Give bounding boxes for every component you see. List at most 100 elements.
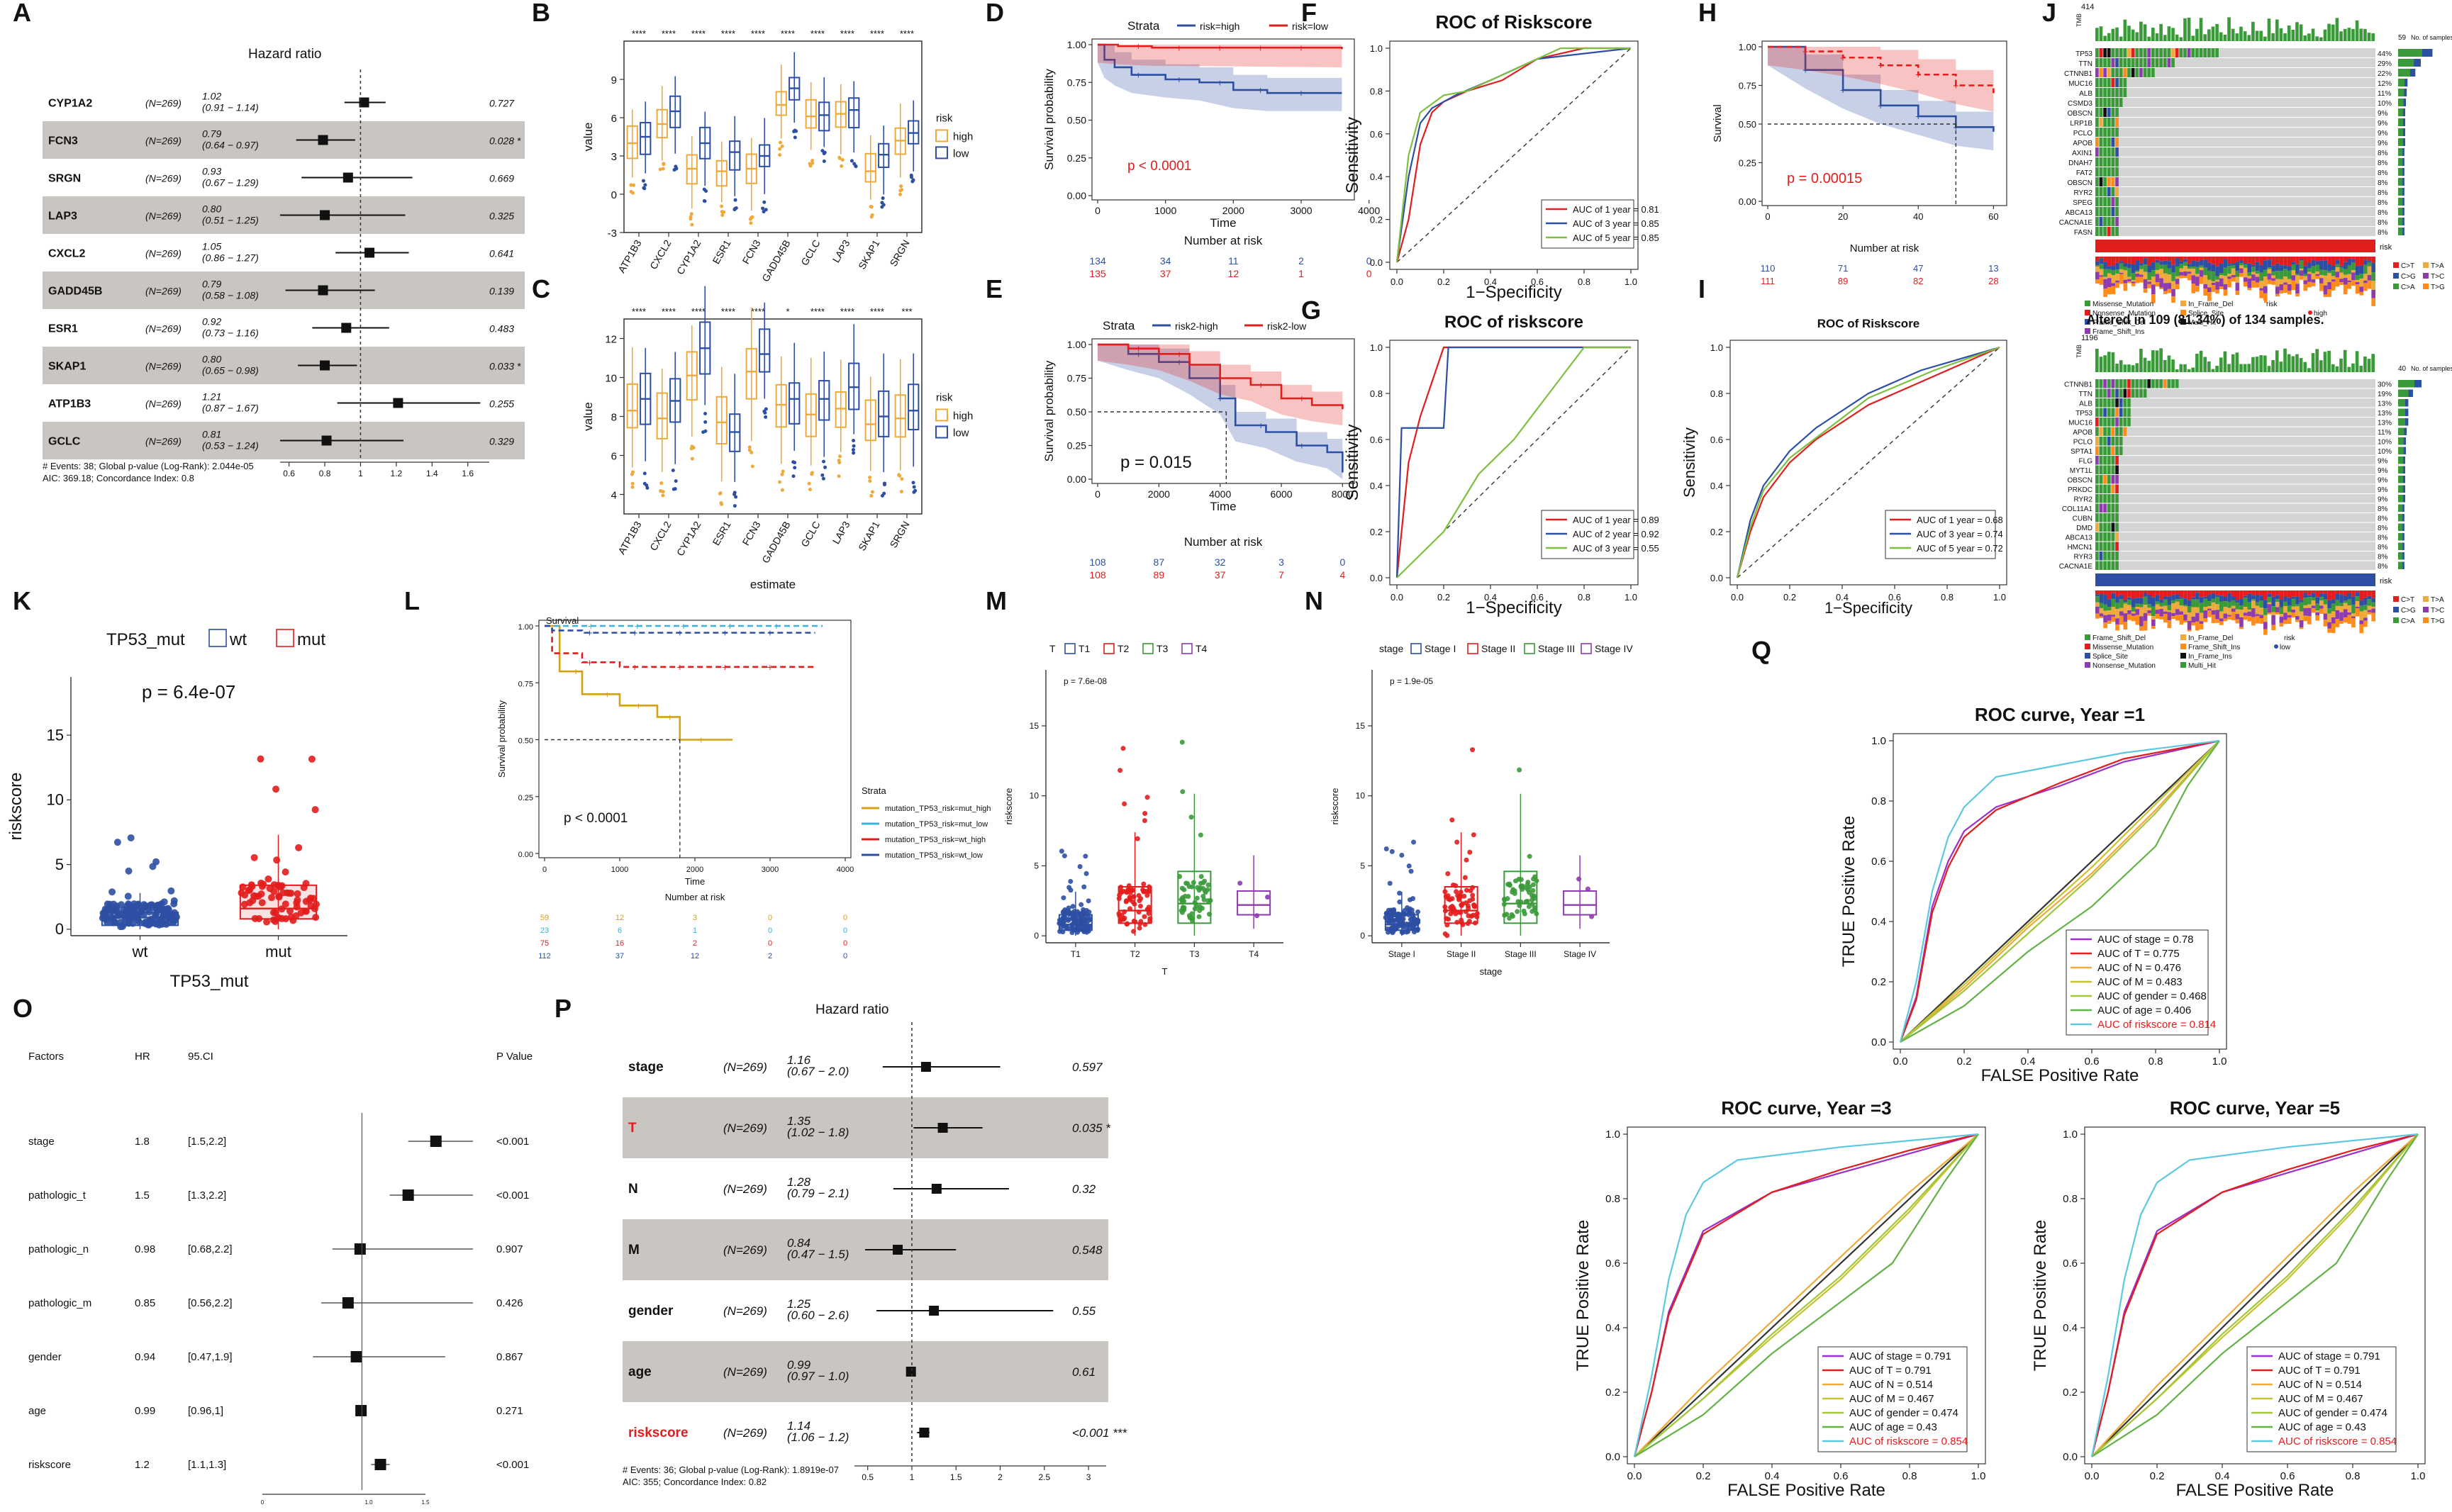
gene-percent-label: 44% xyxy=(2378,50,2392,58)
legend-label: Stage I xyxy=(1425,643,1456,654)
censor-mark: + xyxy=(767,627,773,639)
mutation-legend-label: Multi_Hit xyxy=(2188,662,2216,670)
titv-segment xyxy=(2255,595,2260,603)
y-tick-label: -3 xyxy=(608,228,617,240)
forest-n-label: (N=269) xyxy=(145,248,182,259)
tmb-bar xyxy=(2311,353,2315,372)
box-outlier xyxy=(661,493,665,498)
box-outlier xyxy=(837,459,841,463)
titv-segment xyxy=(2135,598,2140,604)
oncoplot-row-bg xyxy=(2095,513,2375,522)
titv-segment xyxy=(2095,594,2100,597)
censor-mark: + xyxy=(1840,84,1846,96)
tmb-bar xyxy=(2355,351,2359,372)
data-point xyxy=(1517,767,1522,773)
mutation-cell xyxy=(2111,177,2115,186)
tmb-bar xyxy=(2259,355,2263,372)
box-outlier xyxy=(645,486,650,490)
x-tick-label: 0.0 xyxy=(2085,1470,2100,1482)
titv-segment xyxy=(2143,620,2148,631)
gene-label: CSMD3 xyxy=(2068,100,2092,108)
survival-frame-d xyxy=(1091,38,1355,201)
y-axis-label: TRUE Positive Rate xyxy=(1839,816,1858,967)
mutation-cell xyxy=(2103,561,2107,570)
y-axis-label: riskscore xyxy=(1003,788,1014,824)
gene-freq-bar xyxy=(2398,561,2404,569)
titv-segment xyxy=(2227,257,2231,264)
titv-segment xyxy=(2331,603,2336,612)
data-point xyxy=(1411,915,1417,921)
x-tick-label: 1000 xyxy=(611,866,628,874)
y-tick-label: 0.2 xyxy=(1370,527,1383,537)
titv-segment xyxy=(2163,611,2168,614)
censor-mark: + xyxy=(1135,343,1141,354)
titv-segment xyxy=(2235,619,2240,624)
data-point xyxy=(167,887,175,895)
significance-label: **** xyxy=(662,28,676,39)
y-tick-label: 0.8 xyxy=(1710,388,1723,399)
panel-letter-p: P xyxy=(555,994,572,1023)
forest-x-tick-label: 2 xyxy=(998,1472,1003,1482)
titv-segment xyxy=(2247,275,2252,279)
y-tick-label: 0.4 xyxy=(1710,481,1723,491)
titv-segment xyxy=(2303,598,2308,605)
x-tick-label: 4000 xyxy=(1209,488,1231,500)
titv-segment xyxy=(2283,269,2287,277)
mutation-cell xyxy=(2095,484,2099,493)
forest-p-label: 0.597 xyxy=(1072,1060,1103,1074)
tmb-bar xyxy=(2183,364,2187,372)
titv-segment xyxy=(2311,605,2316,609)
titv-segment xyxy=(2183,620,2188,623)
gene-percent-label: 13% xyxy=(2378,420,2392,427)
significance-label: **** xyxy=(810,28,825,39)
mutation-cell xyxy=(2095,542,2099,551)
titv-segment xyxy=(2295,620,2300,622)
data-point xyxy=(1525,898,1530,904)
mutation-cell xyxy=(2111,58,2115,67)
titv-segment xyxy=(2331,617,2336,624)
mutation-cell xyxy=(2095,177,2099,186)
box-iqr xyxy=(864,152,876,183)
censor-mark: + xyxy=(767,661,773,673)
forest-ci-label: (0.58 − 1.08) xyxy=(202,290,259,301)
risk-annotation-bar xyxy=(2095,573,2375,586)
x-tick-label: 2000 xyxy=(686,866,703,874)
x-tick-label: 3000 xyxy=(762,866,779,874)
titv-segment xyxy=(2235,270,2240,277)
mutation-cell xyxy=(2123,58,2127,67)
data-point xyxy=(1127,895,1133,901)
data-point xyxy=(240,900,248,908)
mutation-cell xyxy=(2099,138,2103,147)
tmb-bar xyxy=(2143,24,2147,41)
censor-mark: + xyxy=(667,711,673,722)
box-outlier xyxy=(642,481,647,486)
box-outlier xyxy=(854,164,858,169)
titv-segment xyxy=(2359,257,2364,266)
titv-segment xyxy=(2339,272,2344,279)
titv-segment xyxy=(2187,612,2192,621)
mutation-cell xyxy=(2115,388,2119,398)
box-outlier xyxy=(911,481,915,485)
oncoplot-row-bg xyxy=(2095,427,2375,436)
gene-label: APOB xyxy=(2073,429,2092,437)
titv-segment xyxy=(2279,284,2284,291)
titv-segment xyxy=(2335,610,2340,620)
y-tick-label: 0.0 xyxy=(1605,1451,1620,1463)
forest-x-tick-label: 1.2 xyxy=(391,469,403,478)
tmb-bar xyxy=(2275,19,2279,41)
titv-segment xyxy=(2287,257,2292,267)
titv-segment xyxy=(2295,616,2300,620)
titv-segment xyxy=(2099,264,2104,269)
survival-title: Survival xyxy=(546,615,579,626)
titv-segment xyxy=(2211,593,2216,599)
tmb-label: TMB xyxy=(2075,13,2083,27)
box-outlier xyxy=(762,210,766,214)
gene-label: MUC16 xyxy=(2068,420,2092,427)
titv-segment xyxy=(2115,269,2119,274)
data-point xyxy=(1083,870,1089,876)
risk-table-cell: 0 xyxy=(1339,556,1345,568)
mutation-cell xyxy=(2103,446,2107,455)
titv-segment xyxy=(2151,590,2156,598)
roc-curve xyxy=(1736,346,2000,578)
data-point xyxy=(1205,882,1211,887)
